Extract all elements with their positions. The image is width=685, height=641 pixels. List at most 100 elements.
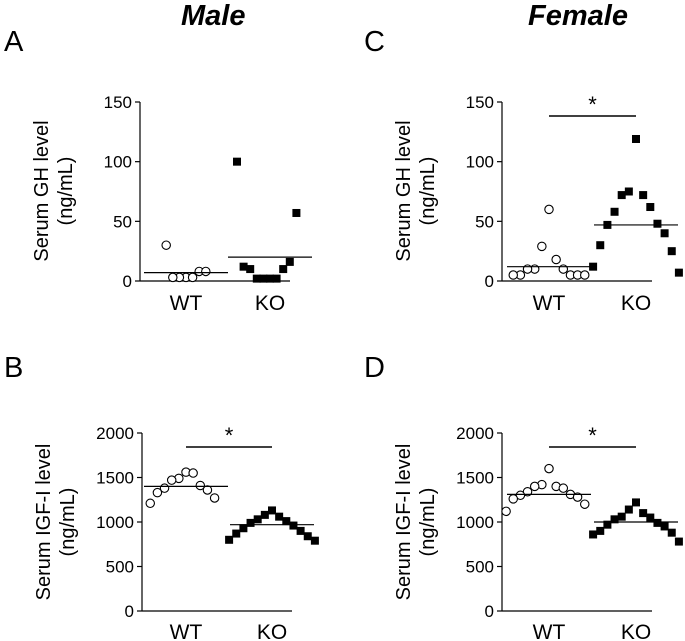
- data-point-filled-square: [232, 529, 241, 538]
- data-point-filled-square: [653, 518, 662, 527]
- data-point-filled-square: [674, 268, 683, 277]
- data-point-open-circle: [544, 204, 554, 215]
- y-tick-label: 500: [466, 558, 494, 577]
- x-category-label: KO: [255, 292, 285, 315]
- panel-b: 0 500 1000 1500 2000 Serum IGF-I level (ng/mL)…: [33, 423, 319, 641]
- data-point-open-circle: [537, 241, 547, 252]
- data-point-filled-square: [617, 191, 626, 200]
- data-point-open-circle: [188, 468, 198, 478]
- y-tick-label: 0: [485, 602, 494, 621]
- y-tick-label: 2000: [456, 424, 494, 443]
- y-tick-label: 50: [113, 212, 132, 231]
- x-category-label: WT: [170, 621, 203, 641]
- y-axis-label: Serum IGF-I level (ng/mL): [393, 444, 439, 601]
- data-point-filled-square: [253, 515, 262, 524]
- y-tick-label: 100: [104, 153, 132, 172]
- data-point-filled-square: [292, 208, 301, 217]
- data-point-open-circle: [579, 270, 590, 280]
- data-point-open-circle: [161, 240, 171, 250]
- data-point-filled-square: [589, 262, 598, 271]
- data-point-filled-square: [667, 528, 676, 537]
- data-point-filled-square: [632, 134, 640, 143]
- data-point-filled-square: [239, 524, 248, 533]
- data-point-filled-square: [233, 157, 241, 166]
- data-point-open-circle: [529, 481, 540, 492]
- data-point-open-circle: [195, 480, 206, 491]
- data-point-filled-square: [239, 262, 248, 271]
- significance-star: *: [225, 423, 234, 448]
- data-point-open-circle: [209, 493, 220, 503]
- x-category-label: WT: [533, 292, 566, 315]
- data-point-filled-square: [639, 191, 648, 200]
- panel-d: 0 500 1000 1500 2000 Serum IGF-I level (ng/mL)…: [393, 423, 683, 641]
- data-point-filled-square: [646, 203, 655, 212]
- data-point-open-circle: [501, 506, 511, 517]
- data-point-filled-square: [596, 241, 605, 250]
- column-title-female: Female: [528, 0, 628, 32]
- y-tick-label: 150: [466, 93, 494, 112]
- y-axis-label-line1: Serum GH level: [31, 120, 53, 261]
- y-axis-label-line2: (ng/mL): [417, 157, 439, 226]
- data-point-filled-square: [225, 535, 234, 544]
- data-point-open-circle: [202, 485, 213, 495]
- data-point-filled-square: [674, 537, 683, 546]
- data-point-filled-square: [246, 518, 255, 527]
- data-point-open-circle: [145, 498, 156, 509]
- y-tick-label: 1500: [96, 469, 134, 488]
- data-point-filled-square: [646, 513, 655, 522]
- data-point-filled-square: [266, 274, 274, 283]
- data-point-filled-square: [259, 274, 268, 283]
- y-axis-label: Serum GH level (ng/mL): [393, 120, 439, 261]
- data-point-open-circle: [579, 499, 590, 509]
- data-point-filled-square: [310, 536, 319, 545]
- y-axis-label-line2: (ng/mL): [55, 157, 77, 226]
- data-point-filled-square: [289, 521, 298, 530]
- data-point-open-circle: [168, 272, 178, 283]
- y-axis-label-line1: Serum IGF-I level: [393, 444, 415, 601]
- y-tick-label: 1000: [96, 513, 134, 532]
- panel-c: 0 50 100 150 Serum GH level (ng/mL) WT KO *: [393, 92, 683, 315]
- panel-letter-d: D: [364, 352, 385, 384]
- data-point-filled-square: [246, 265, 255, 274]
- y-tick-label: 0: [123, 272, 132, 291]
- y-axis-label-line1: Serum IGF-I level: [33, 444, 55, 601]
- data-point-filled-square: [639, 509, 648, 518]
- data-point-open-circle: [152, 487, 163, 498]
- data-point-filled-square: [596, 526, 605, 535]
- data-point-open-circle: [201, 266, 211, 277]
- data-point-filled-square: [252, 274, 261, 283]
- data-point-filled-square: [667, 247, 676, 256]
- x-category-label: KO: [621, 621, 651, 641]
- data-point-filled-square: [275, 512, 284, 521]
- y-tick-label: 0: [125, 602, 134, 621]
- x-category-label: KO: [621, 292, 651, 315]
- data-point-filled-square: [632, 498, 640, 507]
- data-point-filled-square: [624, 187, 633, 196]
- x-category-label: WT: [170, 292, 203, 315]
- data-point-filled-square: [617, 512, 626, 521]
- data-point-filled-square: [279, 265, 288, 274]
- data-point-filled-square: [282, 517, 291, 526]
- y-tick-label: 2000: [96, 424, 134, 443]
- data-point-filled-square: [610, 207, 619, 216]
- y-axis-label-line1: Serum GH level: [393, 120, 415, 261]
- y-axis-label-line2: (ng/mL): [57, 488, 79, 557]
- y-tick-label: 1000: [456, 513, 494, 532]
- panel-a: 0 50 100 150 Serum GH level (ng/mL) WT KO: [31, 93, 312, 315]
- significance-star: *: [588, 92, 597, 117]
- y-axis-label: Serum IGF-I level (ng/mL): [33, 444, 79, 601]
- panel-letter-b: B: [4, 352, 24, 384]
- data-point-filled-square: [653, 219, 662, 228]
- data-point-filled-square: [296, 526, 305, 535]
- y-axis-label-line2: (ng/mL): [417, 488, 439, 557]
- data-point-filled-square: [610, 515, 619, 524]
- y-tick-label: 1500: [456, 469, 494, 488]
- data-point-filled-square: [272, 274, 281, 283]
- panel-letter-c: C: [364, 26, 385, 58]
- x-category-label: KO: [257, 621, 287, 641]
- y-axis-label: Serum GH level (ng/mL): [31, 120, 77, 261]
- x-category-label: WT: [533, 621, 566, 641]
- data-point-filled-square: [303, 532, 312, 541]
- data-point-open-circle: [508, 494, 518, 504]
- y-tick-label: 100: [466, 153, 494, 172]
